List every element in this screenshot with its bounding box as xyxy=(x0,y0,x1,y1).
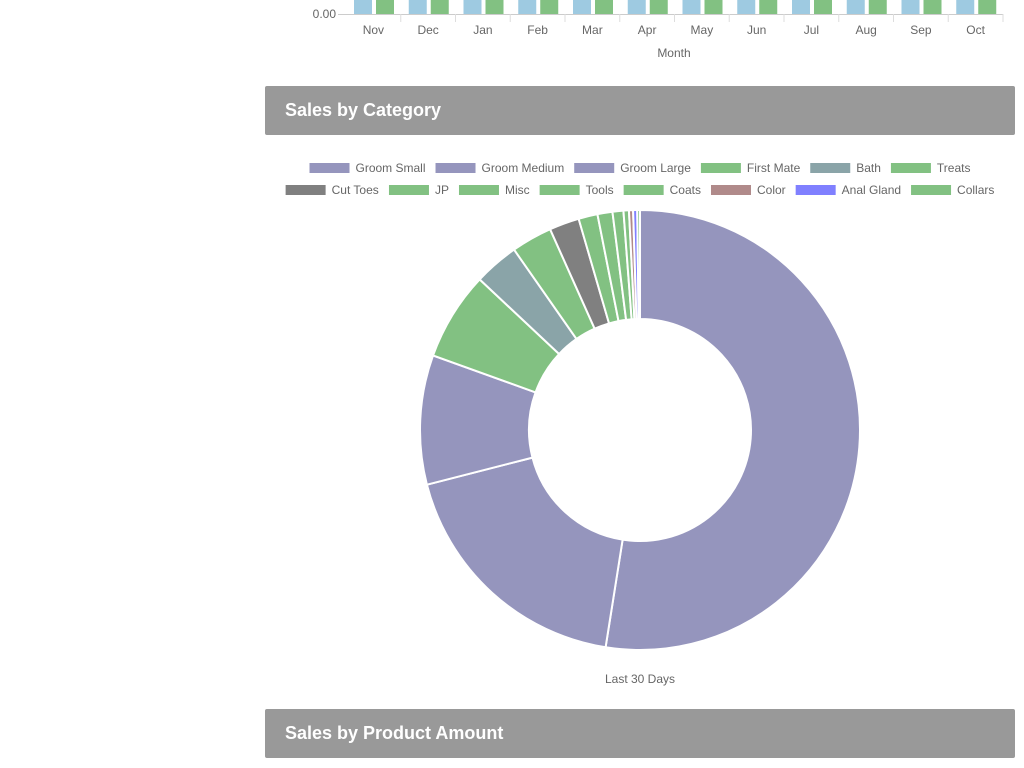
legend-swatch-jp[interactable] xyxy=(388,185,429,195)
legend-swatch-treats[interactable] xyxy=(890,163,931,173)
bar-mar-series-2[interactable] xyxy=(595,0,613,14)
x-tick-label-dec: Dec xyxy=(417,23,438,37)
bar-apr-series-2[interactable] xyxy=(649,0,668,14)
bar-dec-series-1[interactable] xyxy=(408,0,427,14)
bar-oct-series-2[interactable] xyxy=(978,0,997,14)
bar-dec-series-2[interactable] xyxy=(430,0,449,14)
bar-feb-series-2[interactable] xyxy=(540,0,559,14)
x-tick-label-nov: Nov xyxy=(363,23,384,37)
legend-label-groom-small[interactable]: Groom Small xyxy=(356,161,426,175)
slice-collars[interactable] xyxy=(636,208,641,321)
section-title: Sales by Category xyxy=(285,100,442,120)
bar-aug-series-1[interactable] xyxy=(846,0,865,14)
slice-groom-small[interactable] xyxy=(604,208,861,651)
sales-by-category-header: Sales by Category xyxy=(265,86,1015,135)
legend-swatch-groom-medium[interactable] xyxy=(435,163,476,173)
legend-swatch-tools[interactable] xyxy=(539,185,580,195)
legend: Groom Small Groom Medium Groom Large First … xyxy=(285,161,994,197)
monthly-bar-chart: 0.00 Nov Dec Jan Feb Mar Apr May Jun Jul Aug Sep Oc… xyxy=(313,0,1004,60)
x-tick-label-jul: Jul xyxy=(804,23,819,37)
legend-label-coats[interactable]: Coats xyxy=(670,183,701,197)
legend-swatch-anal-gland[interactable] xyxy=(795,185,836,195)
x-axis-title: Month xyxy=(657,46,690,60)
x-tick-label-oct: Oct xyxy=(966,23,985,37)
x-tick-label-may: May xyxy=(691,23,714,37)
bar-feb-series-1[interactable] xyxy=(518,0,537,14)
bar-jun-series-2[interactable] xyxy=(759,0,778,14)
legend-swatch-bath[interactable] xyxy=(810,163,851,173)
legend-label-misc[interactable]: Misc xyxy=(505,183,530,197)
x-tick-label-jun: Jun xyxy=(747,23,766,37)
legend-label-collars[interactable]: Collars xyxy=(957,183,994,197)
x-tick-label-feb: Feb xyxy=(527,23,548,37)
legend-swatch-groom-large[interactable] xyxy=(574,163,615,173)
legend-swatch-collars[interactable] xyxy=(911,185,952,195)
legend-label-jp[interactable]: JP xyxy=(435,183,449,197)
bar-jan-series-1[interactable] xyxy=(463,0,482,14)
section-title: Sales by Product Amount xyxy=(285,723,504,743)
slice-groom-medium[interactable] xyxy=(425,456,624,649)
donut-x-label: Last 30 Days xyxy=(605,672,675,686)
bar-sep-series-2[interactable] xyxy=(923,0,942,14)
legend-swatch-coats[interactable] xyxy=(623,185,664,195)
legend-swatch-misc[interactable] xyxy=(458,185,499,195)
x-tick-label-mar: Mar xyxy=(582,23,603,37)
bar-jan-series-2[interactable] xyxy=(485,0,504,14)
x-tick-label-apr: Apr xyxy=(638,23,657,37)
x-tick-layer: Nov Dec Jan Feb Mar Apr May Jun Jul Aug Sep Oct xyxy=(363,14,1004,37)
legend-label-first-mate[interactable]: First Mate xyxy=(747,161,801,175)
bar-jun-series-1[interactable] xyxy=(737,0,756,14)
x-tick-label-jan: Jan xyxy=(473,23,492,37)
bar-may-series-2[interactable] xyxy=(704,0,723,14)
legend-label-tools[interactable]: Tools xyxy=(586,183,614,197)
legend-label-cut-toes[interactable]: Cut Toes xyxy=(332,183,379,197)
x-tick-label-aug: Aug xyxy=(855,23,876,37)
donut-slices xyxy=(419,208,861,651)
legend-label-bath[interactable]: Bath xyxy=(856,161,881,175)
sales-by-product-amount-header: Sales by Product Amount xyxy=(265,709,1015,758)
legend-label-anal-gland[interactable]: Anal Gland xyxy=(842,183,901,197)
category-donut-chart: Groom Small Groom Medium Groom Large First … xyxy=(285,161,994,686)
x-tick-label-sep: Sep xyxy=(910,23,932,37)
bar-layer xyxy=(354,0,997,14)
y-tick-label: 0.00 xyxy=(313,7,337,21)
legend-swatch-color[interactable] xyxy=(710,185,751,195)
bar-mar-series-1[interactable] xyxy=(573,0,591,14)
bar-nov-series-2[interactable] xyxy=(376,0,394,14)
bar-aug-series-2[interactable] xyxy=(868,0,887,14)
legend-swatch-groom-small[interactable] xyxy=(309,163,350,173)
bar-jul-series-2[interactable] xyxy=(814,0,832,14)
legend-swatch-first-mate[interactable] xyxy=(700,163,741,173)
bar-may-series-1[interactable] xyxy=(682,0,701,14)
legend-label-groom-medium[interactable]: Groom Medium xyxy=(482,161,565,175)
legend-label-groom-large[interactable]: Groom Large xyxy=(620,161,691,175)
legend-label-treats[interactable]: Treats xyxy=(937,161,971,175)
legend-label-color[interactable]: Color xyxy=(757,183,786,197)
legend-swatch-cut-toes[interactable] xyxy=(285,185,326,195)
bar-apr-series-1[interactable] xyxy=(627,0,646,14)
bar-oct-series-1[interactable] xyxy=(956,0,975,14)
bar-jul-series-1[interactable] xyxy=(792,0,810,14)
bar-sep-series-1[interactable] xyxy=(901,0,920,14)
bar-nov-series-1[interactable] xyxy=(354,0,372,14)
